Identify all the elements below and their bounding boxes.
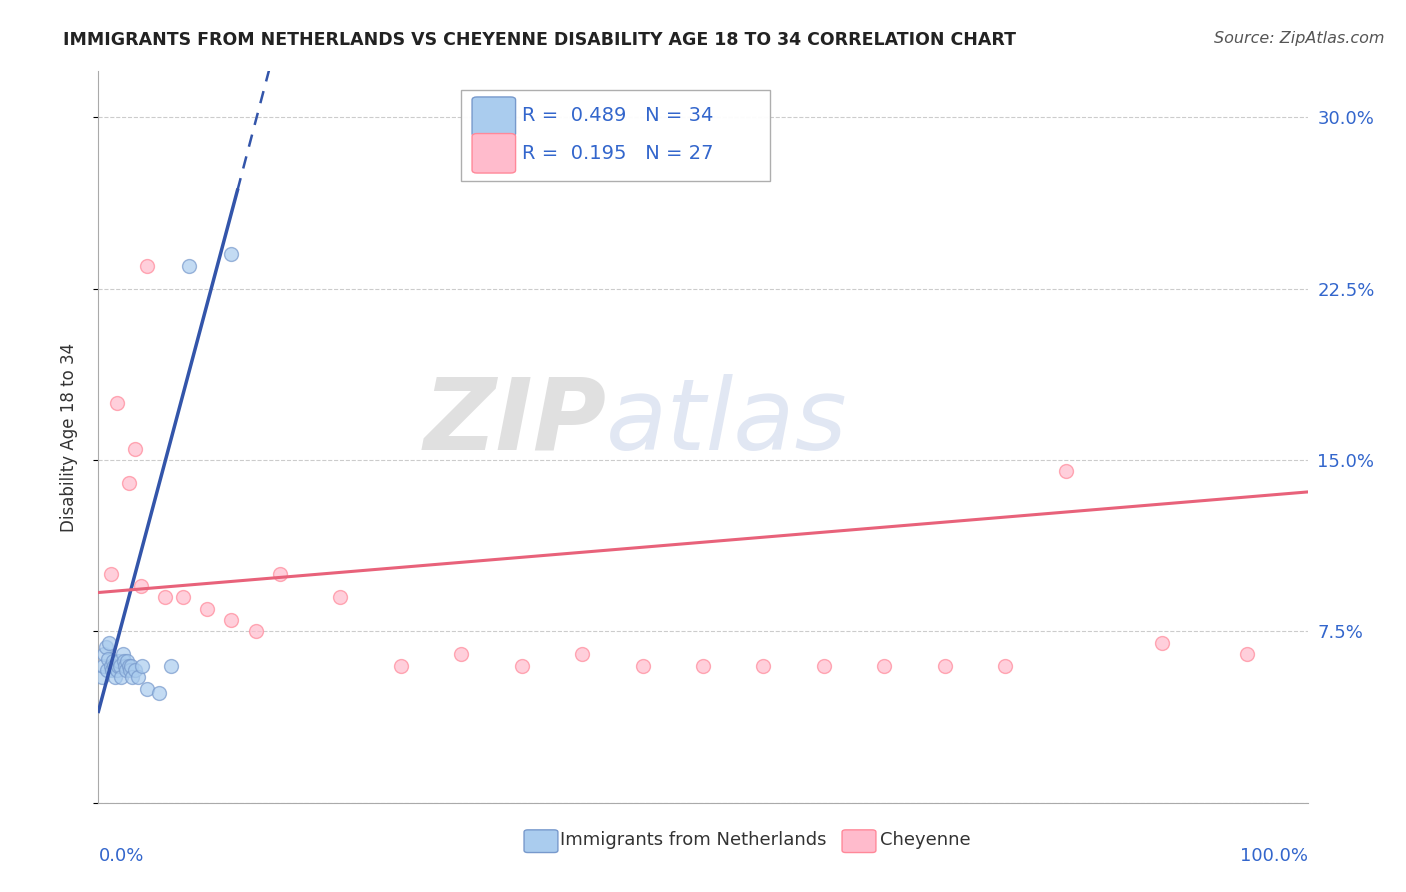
FancyBboxPatch shape [842,830,876,853]
Text: 100.0%: 100.0% [1240,847,1308,864]
Point [1152,636,1174,650]
Point [97,652,120,666]
Point [110,670,132,684]
Point [131,658,153,673]
Point [93,647,115,661]
Text: IMMIGRANTS FROM NETHERLANDS VS CHEYENNE DISABILITY AGE 18 TO 34 CORRELATION CHAR: IMMIGRANTS FROM NETHERLANDS VS CHEYENNE … [63,31,1017,49]
Point [135,259,157,273]
Point [112,654,135,668]
Point [120,658,142,673]
Point [101,654,124,668]
Point [510,658,533,673]
Point [107,658,129,673]
Point [114,658,136,673]
Text: Cheyenne: Cheyenne [880,831,970,849]
Point [118,663,141,677]
Point [148,686,170,700]
Point [269,567,291,582]
Text: R =  0.195   N = 27: R = 0.195 N = 27 [522,144,713,162]
Point [153,590,176,604]
Point [172,590,194,604]
Point [117,654,139,668]
Point [221,247,243,261]
Point [450,647,472,661]
Text: Source: ZipAtlas.com: Source: ZipAtlas.com [1215,31,1385,46]
Point [631,658,654,673]
Y-axis label: Disability Age 18 to 34: Disability Age 18 to 34 [59,343,77,532]
FancyBboxPatch shape [472,134,516,173]
Point [692,658,714,673]
Text: ZIP: ZIP [423,374,606,471]
Point [111,647,134,661]
Point [195,601,218,615]
Point [108,658,131,673]
Point [813,658,835,673]
Text: atlas: atlas [606,374,848,471]
Point [245,624,267,639]
Point [121,670,143,684]
Point [221,613,243,627]
Point [103,658,125,673]
Point [108,654,131,668]
Point [124,442,146,456]
Point [91,670,114,684]
FancyBboxPatch shape [524,830,558,853]
Point [91,658,114,673]
Text: R =  0.489   N = 34: R = 0.489 N = 34 [522,106,713,125]
Point [100,567,122,582]
Point [96,663,118,677]
Point [994,658,1017,673]
Point [179,259,201,273]
Point [124,663,146,677]
Text: Immigrants from Netherlands: Immigrants from Netherlands [561,831,827,849]
FancyBboxPatch shape [472,97,516,136]
Point [118,658,141,673]
Point [127,670,149,684]
Point [115,663,138,677]
Point [104,670,127,684]
Point [752,658,775,673]
Point [100,658,122,673]
Point [118,475,141,490]
Point [100,663,122,677]
Text: 0.0%: 0.0% [98,847,143,864]
Point [934,658,956,673]
Point [105,663,128,677]
Point [1236,647,1258,661]
Point [105,396,128,410]
Point [94,640,117,655]
Point [160,658,183,673]
FancyBboxPatch shape [461,90,769,181]
Point [1054,464,1077,478]
Point [98,636,121,650]
Point [129,579,152,593]
Point [571,647,593,661]
Point [873,658,896,673]
Point [389,658,412,673]
Point [329,590,352,604]
Point [135,681,157,696]
